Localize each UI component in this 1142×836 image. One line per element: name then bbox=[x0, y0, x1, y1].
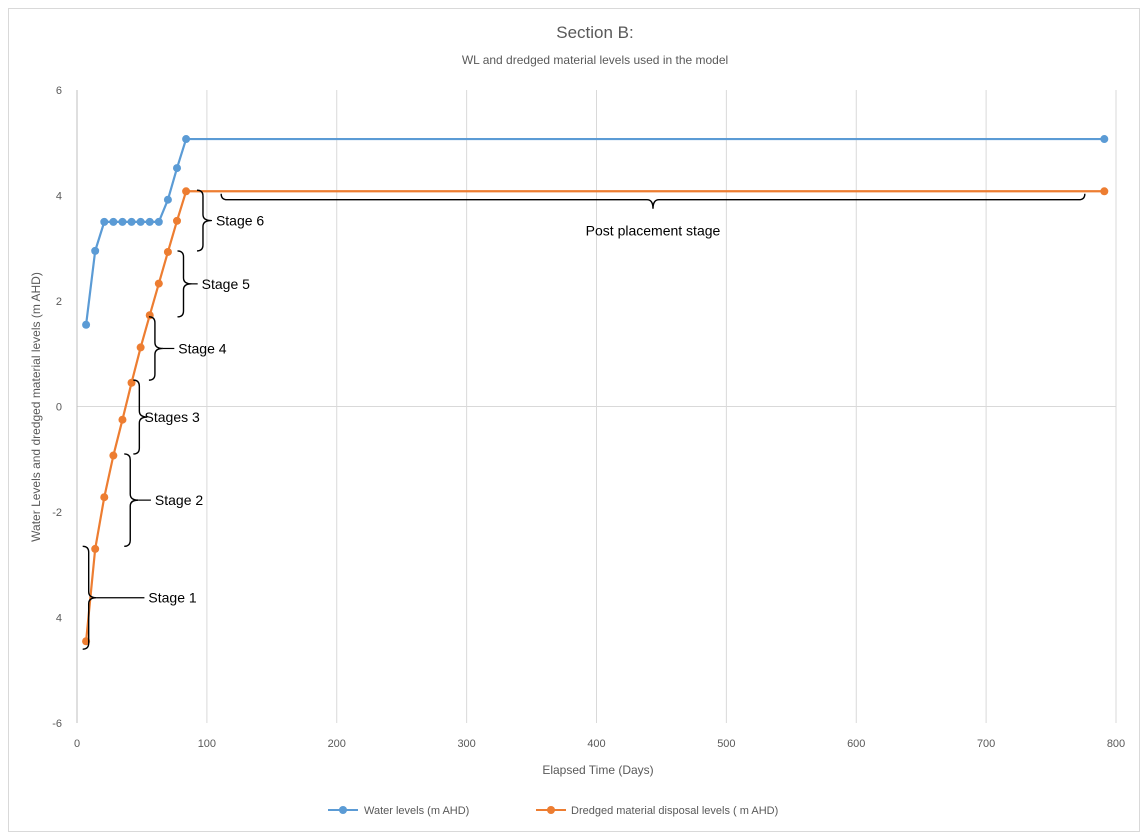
legend-label-water-levels: Water levels (m AHD) bbox=[364, 805, 469, 817]
annotation-label: Stage 5 bbox=[202, 276, 250, 292]
x-axis-label: Elapsed Time (Days) bbox=[542, 763, 653, 777]
data-point bbox=[109, 451, 118, 460]
stage-annotations: Stage 1 Stage 2 Stages 3 Stage 4 Stage 5 Stag… bbox=[82, 189, 1086, 650]
y-tick-label: 0 bbox=[56, 402, 62, 414]
annotation-brace bbox=[220, 193, 1086, 209]
tick-labels: 0 100 200 300 400 500 600 700 800 6 4 2 0 -2 4 -6 bbox=[52, 85, 1125, 750]
data-point bbox=[136, 217, 145, 226]
data-point bbox=[182, 187, 191, 196]
data-point bbox=[91, 246, 100, 255]
data-point bbox=[82, 320, 91, 329]
data-point bbox=[118, 415, 127, 424]
data-point bbox=[173, 216, 182, 225]
gridlines bbox=[76, 90, 1117, 723]
annotation-brace bbox=[148, 316, 163, 381]
data-point bbox=[154, 217, 163, 226]
data-point bbox=[118, 217, 127, 226]
data-point bbox=[100, 217, 109, 226]
chart-title: Section B: bbox=[556, 23, 634, 42]
data-point bbox=[1100, 187, 1109, 196]
x-tick-label: 800 bbox=[1107, 738, 1125, 750]
data-point bbox=[1100, 135, 1109, 144]
data-point bbox=[154, 279, 163, 288]
annotation-brace bbox=[196, 189, 211, 252]
legend-item-water-levels[interactable]: Water levels (m AHD) bbox=[328, 805, 469, 817]
x-tick-label: 600 bbox=[847, 738, 865, 750]
x-tick-label: 200 bbox=[328, 738, 346, 750]
x-tick-label: 0 bbox=[74, 738, 80, 750]
annotation-label: Post placement stage bbox=[586, 223, 721, 239]
y-tick-label: 4 bbox=[56, 191, 62, 203]
y-tick-label: 6 bbox=[56, 85, 62, 97]
data-point bbox=[100, 493, 109, 502]
x-tick-label: 100 bbox=[198, 738, 216, 750]
x-tick-label: 300 bbox=[457, 738, 475, 750]
y-tick-label: 4 bbox=[56, 613, 62, 625]
data-point bbox=[109, 217, 118, 226]
series-line-1 bbox=[84, 190, 1105, 642]
legend: Water levels (m AHD) Dredged material di… bbox=[328, 805, 778, 817]
chart-frame bbox=[8, 8, 1140, 832]
y-tick-label: 2 bbox=[56, 296, 62, 308]
data-point bbox=[163, 195, 172, 204]
annotation-label: Stage 6 bbox=[216, 213, 264, 229]
data-point bbox=[182, 135, 191, 144]
annotation-label: Stage 2 bbox=[155, 492, 203, 508]
y-tick-label: -2 bbox=[52, 507, 62, 519]
annotation-label: Stages 3 bbox=[145, 409, 200, 425]
legend-label-dredged-levels: Dredged material disposal levels ( m AHD… bbox=[571, 805, 778, 817]
legend-marker-dredged-levels bbox=[547, 806, 555, 814]
x-tick-label: 400 bbox=[587, 738, 605, 750]
annotation-brace bbox=[177, 250, 192, 318]
y-tick-label: -6 bbox=[52, 718, 62, 730]
annotation-brace bbox=[133, 379, 148, 455]
annotation-label: Stage 1 bbox=[148, 590, 196, 606]
data-point bbox=[127, 217, 136, 226]
data-point bbox=[91, 544, 100, 553]
data-point bbox=[163, 247, 172, 256]
x-tick-label: 500 bbox=[717, 738, 735, 750]
legend-item-dredged-levels[interactable]: Dredged material disposal levels ( m AHD… bbox=[536, 805, 778, 817]
data-point bbox=[145, 217, 154, 226]
y-axis-label: Water Levels and dredged material levels… bbox=[29, 272, 43, 542]
data-point bbox=[136, 343, 145, 352]
annotation-label: Stage 4 bbox=[178, 340, 226, 356]
annotation-brace bbox=[124, 453, 139, 547]
x-tick-label: 700 bbox=[977, 738, 995, 750]
legend-marker-water-levels bbox=[339, 806, 347, 814]
data-point bbox=[173, 164, 182, 173]
chart-subtitle: WL and dredged material levels used in t… bbox=[462, 53, 728, 67]
